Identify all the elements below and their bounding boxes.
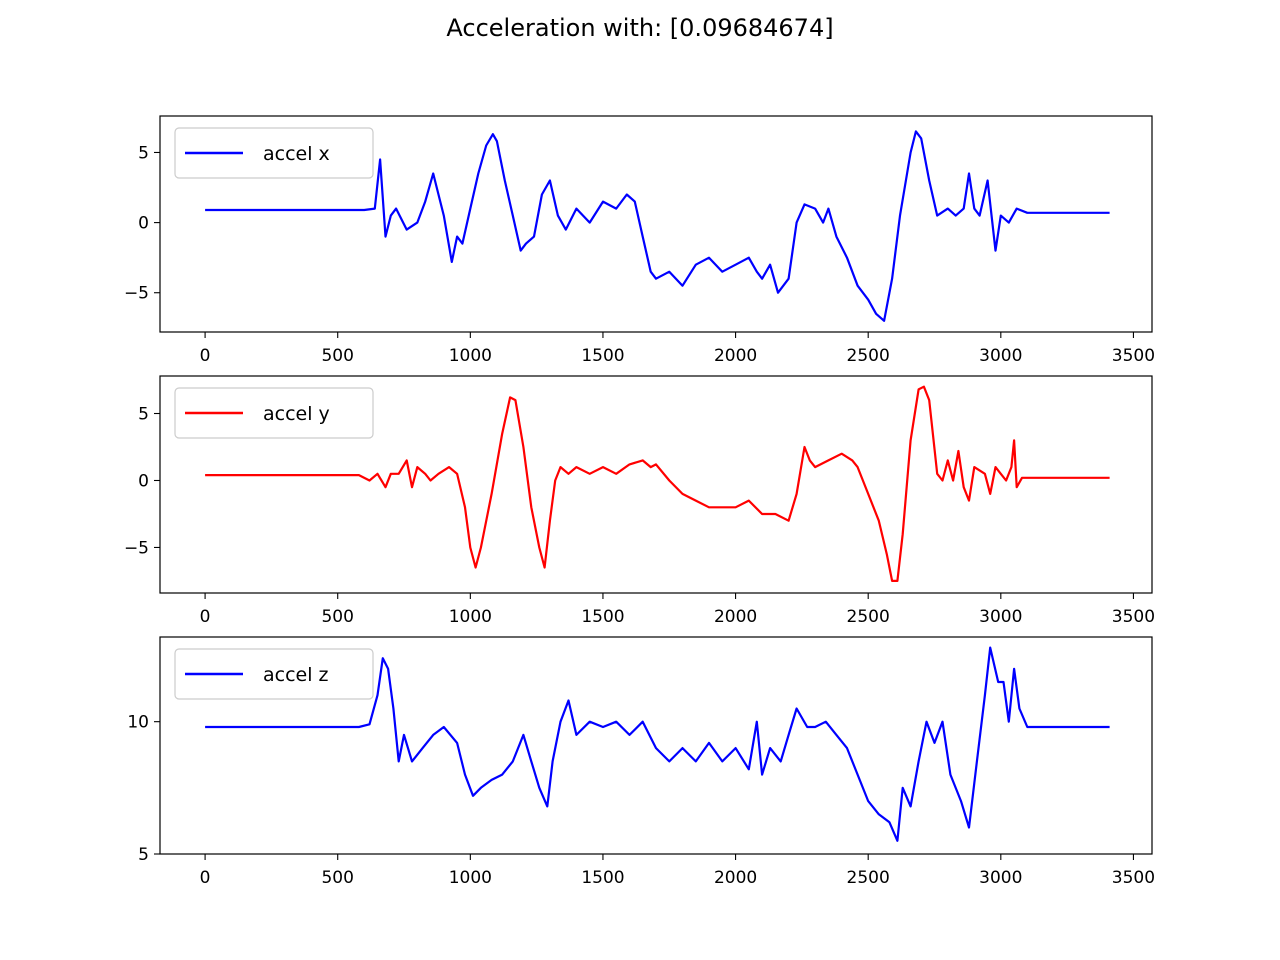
x-tick-label: 3500: [1112, 607, 1155, 627]
y-tick-label: 5: [138, 845, 149, 865]
y-tick-label: −5: [124, 284, 149, 304]
legend: accel z: [174, 648, 374, 700]
x-tick-label: 1000: [449, 868, 492, 888]
x-tick-label: 500: [321, 607, 353, 627]
x-tick-label: 2000: [714, 346, 757, 366]
series-line-accel-z: [205, 646, 1110, 842]
y-tick-label: 10: [127, 713, 149, 733]
series-line-accel-y: [205, 385, 1110, 583]
legend: accel x: [174, 127, 374, 179]
x-tick-label: 500: [321, 346, 353, 366]
legend: accel y: [174, 387, 374, 439]
x-tick-label: 0: [200, 868, 211, 888]
x-tick-label: 0: [200, 607, 211, 627]
x-tick-label: 3000: [979, 346, 1022, 366]
x-tick-label: 2500: [847, 868, 890, 888]
y-tick-label: 5: [138, 405, 149, 425]
legend-box: [174, 648, 374, 700]
x-tick-label: 0: [200, 346, 211, 366]
x-tick-label: 1500: [581, 868, 624, 888]
x-tick-label: 3000: [979, 868, 1022, 888]
x-tick-label: 2500: [847, 607, 890, 627]
x-tick-label: 2000: [714, 607, 757, 627]
x-tick-label: 3500: [1112, 346, 1155, 366]
legend-box: [174, 387, 374, 439]
plot-frame: [159, 375, 1153, 594]
subplot-2: 0 500 1000 1500 2000 2500 3000 3500 5 0 −5 accel y: [124, 375, 1155, 627]
x-tick-label: 1000: [449, 346, 492, 366]
x-tick-label: 500: [321, 868, 353, 888]
figure-title: Acceleration with: [0.09684674]: [446, 14, 834, 42]
legend-label: accel z: [263, 664, 329, 686]
legend-label: accel x: [263, 143, 330, 165]
x-tick-label: 1000: [449, 607, 492, 627]
legend-label: accel y: [263, 403, 330, 425]
x-tick-label: 3000: [979, 607, 1022, 627]
legend-box: [174, 127, 374, 179]
plot-frame: [159, 115, 1153, 333]
y-tick-label: 0: [138, 214, 149, 234]
y-tick-label: 0: [138, 471, 149, 491]
x-tick-label: 2500: [847, 346, 890, 366]
x-tick-label: 3500: [1112, 868, 1155, 888]
series-line-accel-x: [205, 130, 1110, 322]
x-tick-label: 1500: [581, 607, 624, 627]
subplot-3: 0 500 1000 1500 2000 2500 3000 3500 10 5 accel z: [127, 636, 1155, 888]
subplot-1: 0 500 1000 1500 2000 2500 3000 3500 5 0 −5 accel x: [124, 115, 1155, 366]
y-tick-label: 5: [138, 143, 149, 163]
x-tick-label: 2000: [714, 868, 757, 888]
plot-frame: [159, 636, 1153, 855]
y-tick-label: −5: [124, 538, 149, 558]
x-tick-label: 1500: [581, 346, 624, 366]
